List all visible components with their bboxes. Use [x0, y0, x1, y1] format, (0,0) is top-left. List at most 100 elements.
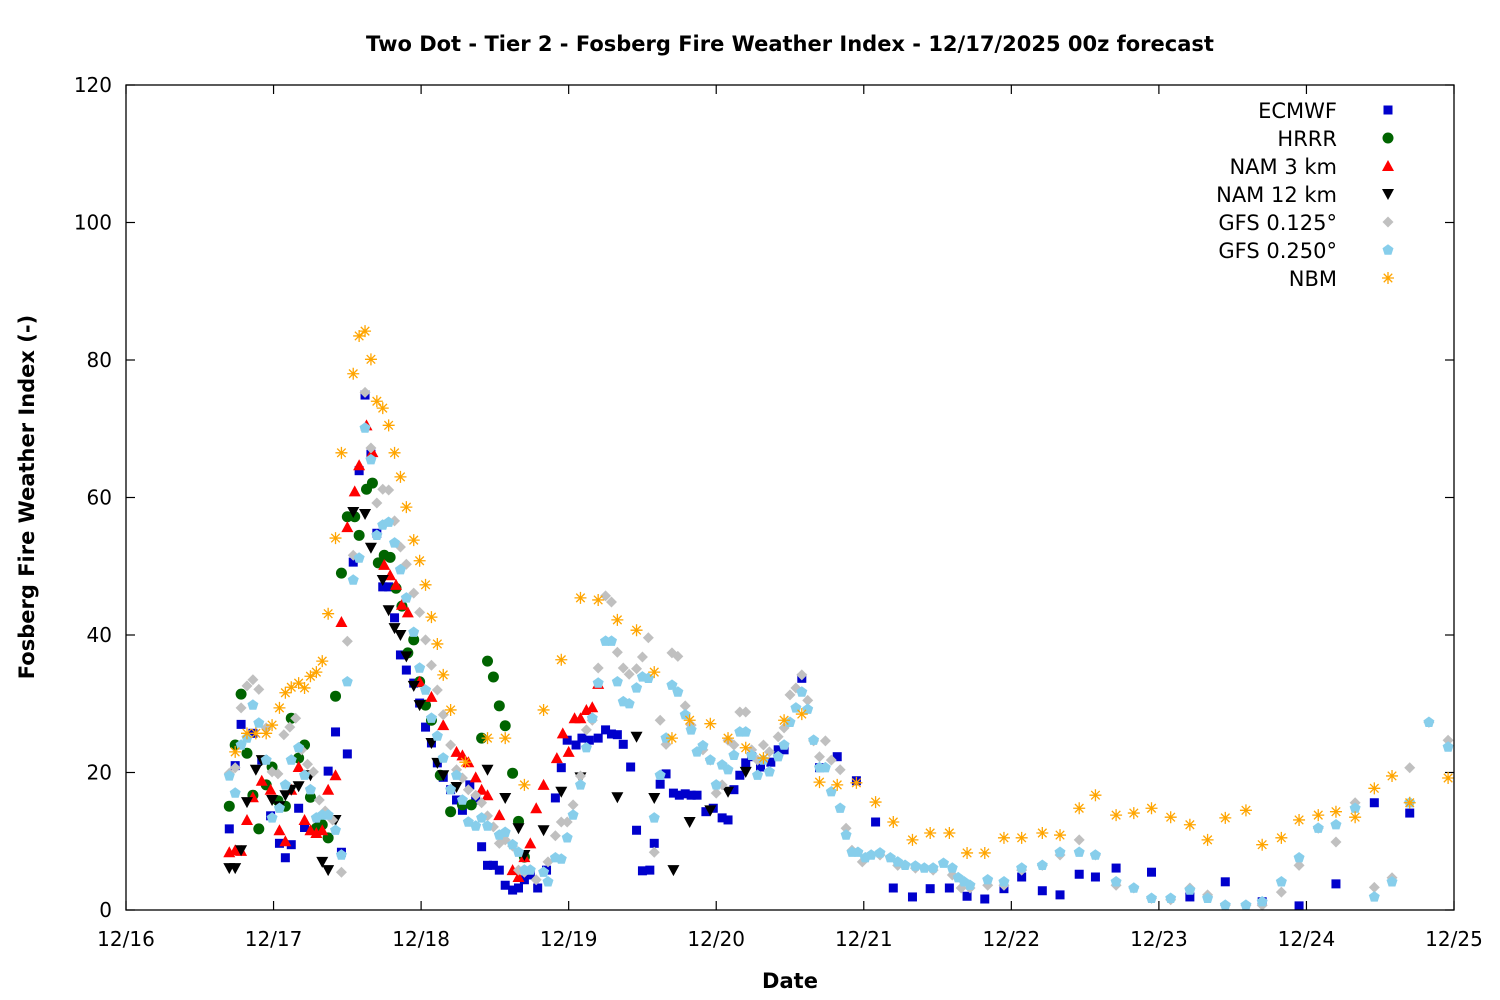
data-point	[235, 688, 247, 700]
data-point	[637, 866, 647, 876]
data-point	[335, 567, 347, 579]
data-point	[631, 663, 643, 675]
data-point	[347, 574, 359, 585]
data-point	[437, 668, 450, 681]
data-point	[294, 803, 304, 813]
data-point	[592, 662, 604, 674]
data-point	[555, 853, 567, 864]
data-point	[401, 606, 414, 618]
y-tick-label: 0	[99, 898, 112, 922]
data-point	[292, 781, 305, 793]
data-point	[1442, 734, 1454, 746]
data-point	[481, 789, 494, 801]
data-point	[1293, 813, 1306, 826]
data-point	[631, 682, 643, 693]
data-point	[476, 797, 488, 809]
data-point	[654, 769, 666, 780]
data-point	[734, 706, 746, 718]
data-point	[241, 680, 253, 692]
data-point	[1128, 882, 1140, 893]
data-point	[802, 694, 814, 706]
data-point	[679, 700, 691, 712]
data-point	[1403, 796, 1416, 809]
data-point	[330, 824, 341, 835]
data-point	[525, 870, 535, 880]
data-point	[1146, 892, 1157, 903]
data-point	[353, 329, 366, 342]
data-point	[286, 840, 296, 850]
data-point	[655, 779, 665, 789]
data-point	[229, 863, 242, 875]
data-point	[888, 883, 898, 893]
data-point	[1090, 872, 1100, 882]
data-point	[364, 353, 377, 366]
data-point	[542, 876, 554, 887]
data-point	[359, 422, 371, 433]
data-point	[253, 683, 265, 695]
data-point	[414, 606, 426, 618]
x-tick-label: 12/16	[97, 927, 155, 951]
data-point	[394, 630, 407, 641]
data-point	[722, 764, 734, 775]
data-point	[605, 635, 617, 646]
data-point	[584, 735, 594, 745]
data-point	[519, 875, 529, 885]
data-point	[400, 592, 412, 603]
data-point	[667, 865, 680, 877]
axis-ticks: 12/16 12/17 12/18 12/19 12/20 12/21 12/22 12/23…	[74, 73, 1483, 951]
data-point	[1275, 876, 1287, 887]
data-point	[778, 714, 791, 727]
data-point	[507, 767, 519, 779]
data-point	[642, 632, 654, 644]
data-point	[310, 666, 323, 679]
data-point	[273, 824, 286, 836]
data-point	[229, 787, 241, 798]
data-point	[235, 845, 248, 857]
data-point	[477, 842, 487, 852]
data-point	[1368, 782, 1381, 795]
legend-label: NAM 3 km	[1229, 155, 1337, 179]
data-point	[247, 699, 259, 710]
data-point	[389, 537, 401, 548]
data-point	[1294, 901, 1304, 911]
data-point	[1054, 829, 1067, 842]
data-point	[648, 792, 661, 804]
data-point	[481, 732, 494, 745]
data-point	[773, 745, 783, 755]
data-point	[224, 824, 234, 834]
data-point	[437, 719, 450, 731]
data-point	[612, 730, 622, 740]
data-point	[249, 727, 262, 740]
data-point	[944, 883, 954, 893]
data-point	[887, 816, 900, 828]
data-point	[1312, 822, 1324, 833]
data-point	[574, 770, 586, 782]
data-point	[778, 739, 790, 750]
data-point	[437, 770, 450, 782]
data-point	[592, 677, 604, 688]
data-point	[260, 727, 273, 740]
data-point	[445, 783, 457, 795]
data-point	[476, 812, 488, 823]
data-point	[946, 862, 958, 873]
data-point	[229, 762, 241, 774]
data-point	[445, 806, 457, 818]
data-point	[413, 554, 426, 567]
data-point	[757, 739, 769, 751]
data-point	[906, 833, 919, 846]
data-point	[1073, 834, 1085, 846]
data-point	[752, 769, 764, 780]
data-point	[865, 849, 877, 860]
data-point	[376, 402, 389, 415]
legend-label: GFS 0.125°	[1218, 211, 1337, 235]
data-point	[1037, 886, 1047, 896]
data-point	[394, 470, 407, 483]
data-point	[555, 816, 567, 828]
y-tick-label: 80	[87, 348, 112, 372]
data-point	[692, 790, 702, 800]
data-point	[390, 613, 400, 623]
data-point	[623, 698, 635, 709]
data-point	[335, 446, 348, 459]
data-point	[292, 761, 305, 772]
data-point	[420, 684, 432, 695]
